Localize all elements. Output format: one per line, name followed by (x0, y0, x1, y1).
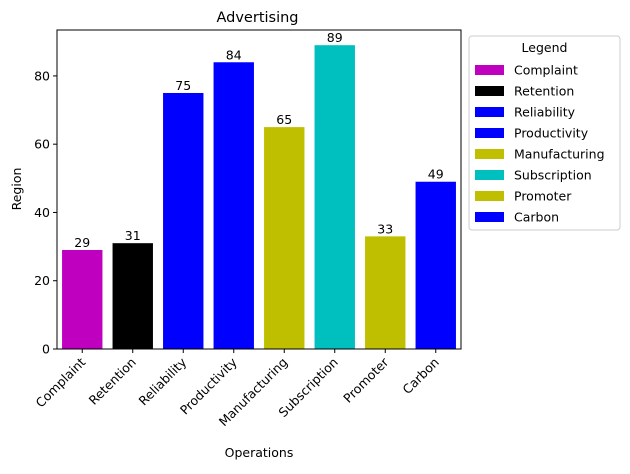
x-tick-label-complaint: Complaint (33, 354, 89, 410)
legend-swatch-promoter (475, 191, 504, 201)
bar-promoter (365, 236, 406, 349)
chart-title: Advertising (216, 10, 298, 26)
bar-subscription (314, 45, 355, 349)
legend-swatch-productivity (475, 128, 504, 138)
bars-layer: 29 31 75 84 65 89 33 49 (62, 30, 456, 350)
legend-label-productivity: Productivity (514, 126, 589, 141)
data-label-carbon: 49 (428, 167, 444, 182)
x-tick-label-promoter: Promoter (340, 354, 392, 406)
legend-label-carbon: Carbon (514, 210, 559, 225)
bar-manufacturing (264, 127, 305, 349)
y-tick-label: 80 (34, 68, 50, 83)
bar-complaint (62, 250, 103, 349)
legend-swatch-manufacturing (475, 149, 504, 159)
legend-title: Legend (522, 40, 568, 55)
legend-label-promoter: Promoter (514, 189, 572, 204)
data-label-subscription: 89 (327, 30, 343, 45)
data-label-productivity: 84 (226, 47, 242, 62)
data-label-reliability: 75 (175, 78, 191, 93)
y-tick-label: 60 (34, 137, 50, 152)
y-tick-label: 0 (42, 342, 50, 357)
y-axis-label: Region (9, 168, 24, 211)
legend-frame (468, 35, 621, 231)
legend-label-retention: Retention (514, 84, 574, 99)
plot-frame (56, 29, 462, 350)
legend-swatch-reliability (475, 107, 504, 117)
data-label-complaint: 29 (74, 235, 90, 250)
bar-productivity (213, 62, 254, 350)
legend-items: Complaint Retention Reliability Productivit… (475, 63, 605, 225)
legend-swatch-retention (475, 86, 504, 96)
data-label-promoter: 33 (377, 221, 393, 236)
bar-carbon (415, 181, 456, 349)
x-tick-label-retention: Retention (86, 355, 139, 408)
legend-label-complaint: Complaint (514, 63, 578, 78)
legend-label-manufacturing: Manufacturing (514, 147, 605, 162)
data-label-retention: 31 (125, 228, 141, 243)
legend-swatch-carbon (475, 212, 504, 222)
legend-label-subscription: Subscription (514, 168, 592, 183)
x-tick-label-reliability: Reliability (136, 354, 190, 408)
y-tick-label: 20 (34, 273, 50, 288)
legend-label-reliability: Reliability (514, 105, 576, 120)
bar-reliability (163, 92, 204, 349)
bar-retention (112, 243, 153, 349)
x-tick-label-carbon: Carbon (399, 355, 441, 397)
legend: Legend Complaint Retention Reliability Prod… (468, 35, 621, 231)
x-axis-label: Operations (225, 445, 294, 460)
data-label-manufacturing: 65 (276, 112, 292, 127)
legend-swatch-subscription (475, 170, 504, 180)
legend-swatch-complaint (475, 65, 504, 75)
y-tick-label: 40 (34, 205, 50, 220)
